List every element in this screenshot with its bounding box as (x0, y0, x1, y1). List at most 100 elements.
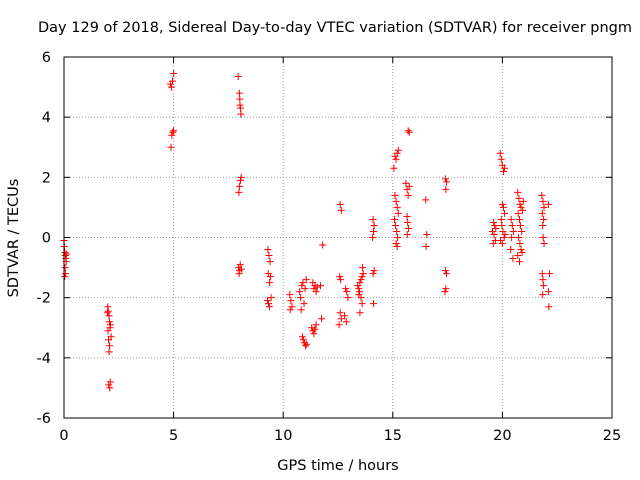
data-point (539, 234, 547, 241)
data-point (357, 294, 365, 302)
data-point (235, 89, 243, 97)
data-point (442, 285, 450, 293)
x-tick-label: 20 (493, 428, 511, 444)
data-point (423, 230, 431, 238)
data-point (402, 179, 410, 187)
data-point (286, 291, 294, 299)
data-point (337, 276, 345, 284)
data-point (370, 300, 378, 308)
data-point (539, 291, 547, 299)
data-point (299, 279, 307, 287)
data-point (103, 309, 111, 317)
y-tick-label: -6 (37, 411, 51, 427)
data-point (501, 209, 509, 217)
data-point (394, 209, 402, 217)
data-point (336, 200, 344, 208)
data-point (336, 273, 344, 281)
data-point (104, 307, 112, 315)
x-axis-label: GPS time / hours (277, 458, 398, 474)
chart-title: Day 129 of 2018, Sidereal Day-to-day VTE… (38, 20, 632, 36)
data-point (337, 206, 345, 214)
data-point (106, 342, 114, 350)
data-points (60, 70, 554, 392)
data-point (297, 294, 305, 302)
data-point (265, 303, 273, 311)
data-point (265, 300, 273, 308)
data-point (539, 221, 547, 229)
data-point (508, 234, 516, 241)
data-point (369, 270, 377, 278)
data-point (405, 128, 413, 136)
y-axis-label: SDTVAR / TECUs (6, 179, 22, 298)
data-point (235, 188, 243, 196)
data-point (356, 279, 364, 287)
data-point (370, 227, 378, 235)
y-tick-label: 2 (42, 170, 51, 186)
data-point (61, 264, 69, 272)
data-point (300, 300, 308, 308)
data-point (234, 73, 242, 81)
data-point (355, 288, 363, 296)
data-point (509, 227, 517, 235)
y-tick-label: -2 (37, 291, 51, 307)
data-point (266, 273, 274, 281)
data-point (405, 182, 413, 190)
grid-lines (64, 57, 612, 418)
data-point (105, 318, 113, 326)
data-point (499, 203, 507, 211)
data-point (105, 312, 113, 320)
data-point (391, 215, 399, 223)
data-point (170, 70, 178, 78)
data-point (393, 203, 401, 211)
data-point (515, 234, 523, 241)
data-point (264, 246, 272, 254)
data-point (336, 309, 344, 317)
data-point (514, 252, 522, 260)
data-point (263, 297, 271, 305)
data-point (497, 215, 505, 223)
data-point (498, 221, 506, 229)
data-point (298, 333, 306, 341)
data-point (302, 342, 310, 350)
data-point (358, 273, 366, 281)
data-point (357, 276, 365, 284)
data-point (515, 258, 523, 266)
data-point (316, 282, 324, 290)
data-point (288, 303, 296, 311)
data-point (369, 234, 377, 241)
data-point (359, 270, 367, 278)
y-tick-label: 0 (42, 231, 51, 247)
data-point (538, 209, 546, 217)
data-point (519, 197, 527, 205)
x-tick-label: 25 (603, 428, 621, 444)
y-tick-label: 6 (42, 50, 51, 66)
data-point (335, 321, 343, 329)
data-point (287, 297, 295, 305)
data-point (266, 279, 274, 287)
data-point (342, 285, 350, 293)
data-point (238, 265, 246, 273)
data-point (308, 324, 316, 332)
data-point (61, 273, 69, 281)
data-point (391, 221, 399, 229)
x-tick-label: 0 (59, 428, 68, 444)
data-point (393, 243, 401, 251)
data-point (545, 303, 553, 311)
data-point (498, 240, 506, 248)
data-point (337, 315, 345, 323)
data-point (507, 215, 515, 223)
data-point (405, 224, 413, 232)
plot-frame (63, 56, 613, 419)
data-point (392, 155, 400, 163)
data-point (403, 230, 411, 238)
data-point (394, 146, 402, 154)
data-point (422, 196, 430, 204)
data-point (296, 288, 304, 296)
data-point (489, 227, 497, 235)
y-tick-label: 4 (42, 110, 51, 126)
data-point (297, 306, 305, 314)
x-tick-label: 15 (384, 428, 402, 444)
y-tick-label: -4 (37, 351, 51, 367)
data-point (170, 127, 178, 135)
